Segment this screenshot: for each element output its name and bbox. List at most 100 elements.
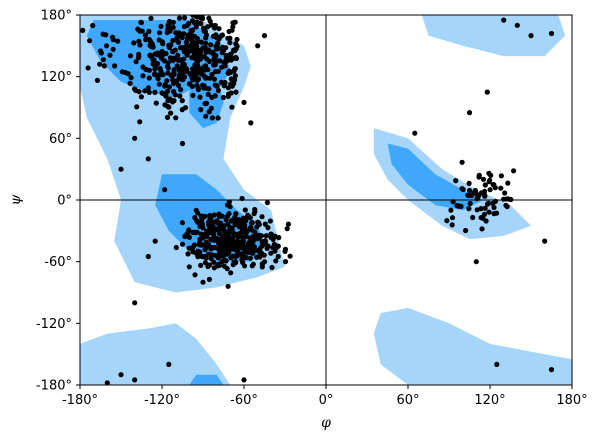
data-point — [194, 77, 200, 83]
data-point — [177, 66, 183, 72]
data-point — [229, 246, 235, 252]
data-point — [484, 89, 490, 95]
y-tick-label: -60° — [44, 255, 72, 270]
data-point — [189, 47, 195, 54]
data-point — [216, 230, 222, 236]
data-point — [148, 15, 154, 21]
data-point — [200, 235, 206, 241]
data-point — [151, 57, 157, 63]
y-tick-label: 60° — [49, 132, 72, 147]
data-point — [138, 20, 144, 26]
data-point — [482, 182, 488, 188]
data-point — [242, 207, 248, 213]
data-point — [232, 73, 238, 79]
data-point — [194, 218, 200, 224]
data-point — [240, 238, 246, 244]
data-point — [502, 190, 508, 196]
data-point — [194, 43, 200, 49]
y-axis-ticks: -180° -120° -60° 0° 60° 120° 180° — [36, 9, 80, 394]
data-point — [240, 215, 246, 221]
data-point — [494, 361, 500, 367]
data-point — [198, 231, 204, 237]
data-point — [128, 75, 134, 81]
data-point — [215, 40, 221, 46]
x-tick-label: 0° — [319, 393, 334, 408]
data-point — [480, 176, 487, 182]
data-point — [229, 104, 235, 110]
data-point — [255, 43, 261, 49]
data-point — [209, 71, 215, 77]
data-point — [181, 56, 187, 62]
data-point — [164, 114, 171, 120]
data-point — [157, 30, 163, 36]
data-point — [225, 85, 231, 91]
data-point — [194, 15, 200, 20]
data-point — [185, 251, 191, 257]
data-point — [233, 89, 239, 95]
data-point — [179, 98, 185, 104]
data-point — [197, 94, 203, 100]
data-point — [244, 228, 250, 234]
data-point — [97, 61, 103, 67]
data-point — [211, 57, 218, 64]
data-point — [220, 248, 227, 254]
data-point — [131, 40, 137, 46]
data-point — [162, 187, 168, 193]
data-point — [206, 86, 212, 92]
data-point — [214, 46, 220, 52]
data-point — [103, 32, 109, 38]
data-point — [85, 65, 91, 71]
x-tick-label: 120° — [474, 393, 505, 408]
data-point — [145, 156, 151, 162]
data-point — [202, 101, 208, 107]
data-point — [501, 17, 507, 23]
data-point — [196, 50, 202, 56]
data-point — [216, 211, 222, 217]
data-point — [211, 62, 217, 68]
data-point — [542, 238, 548, 244]
data-point — [269, 232, 275, 238]
data-point — [138, 94, 144, 100]
data-point — [166, 361, 172, 367]
data-point — [265, 225, 271, 231]
y-tick-label: -120° — [36, 317, 72, 332]
region-allowed-top-right — [421, 15, 566, 57]
data-point — [118, 166, 124, 172]
data-point — [505, 196, 511, 202]
data-point — [190, 66, 196, 72]
data-point — [132, 300, 138, 306]
data-point — [205, 241, 211, 247]
data-point — [168, 42, 174, 48]
data-point — [145, 85, 151, 91]
data-point — [127, 53, 134, 59]
data-point — [176, 15, 183, 21]
data-point — [459, 159, 465, 165]
data-point — [160, 41, 166, 47]
data-point — [203, 113, 209, 119]
data-point — [166, 104, 172, 110]
data-point — [103, 43, 110, 49]
data-point — [218, 79, 224, 85]
data-point — [192, 52, 198, 58]
data-point — [454, 203, 460, 209]
data-point — [486, 170, 492, 176]
data-point — [183, 39, 189, 45]
data-point — [167, 20, 173, 26]
zero-lines — [80, 15, 572, 385]
data-point — [159, 90, 165, 96]
data-point — [156, 81, 162, 87]
data-point — [137, 42, 143, 48]
data-point — [200, 15, 206, 22]
data-point — [166, 84, 172, 90]
data-point — [193, 250, 199, 256]
data-point — [226, 211, 232, 217]
data-point — [101, 63, 107, 69]
data-point — [482, 192, 488, 198]
data-point — [146, 28, 152, 34]
data-point — [165, 70, 171, 76]
data-point — [206, 276, 212, 282]
data-point — [217, 226, 223, 232]
data-point — [498, 185, 504, 191]
data-point — [211, 76, 217, 82]
